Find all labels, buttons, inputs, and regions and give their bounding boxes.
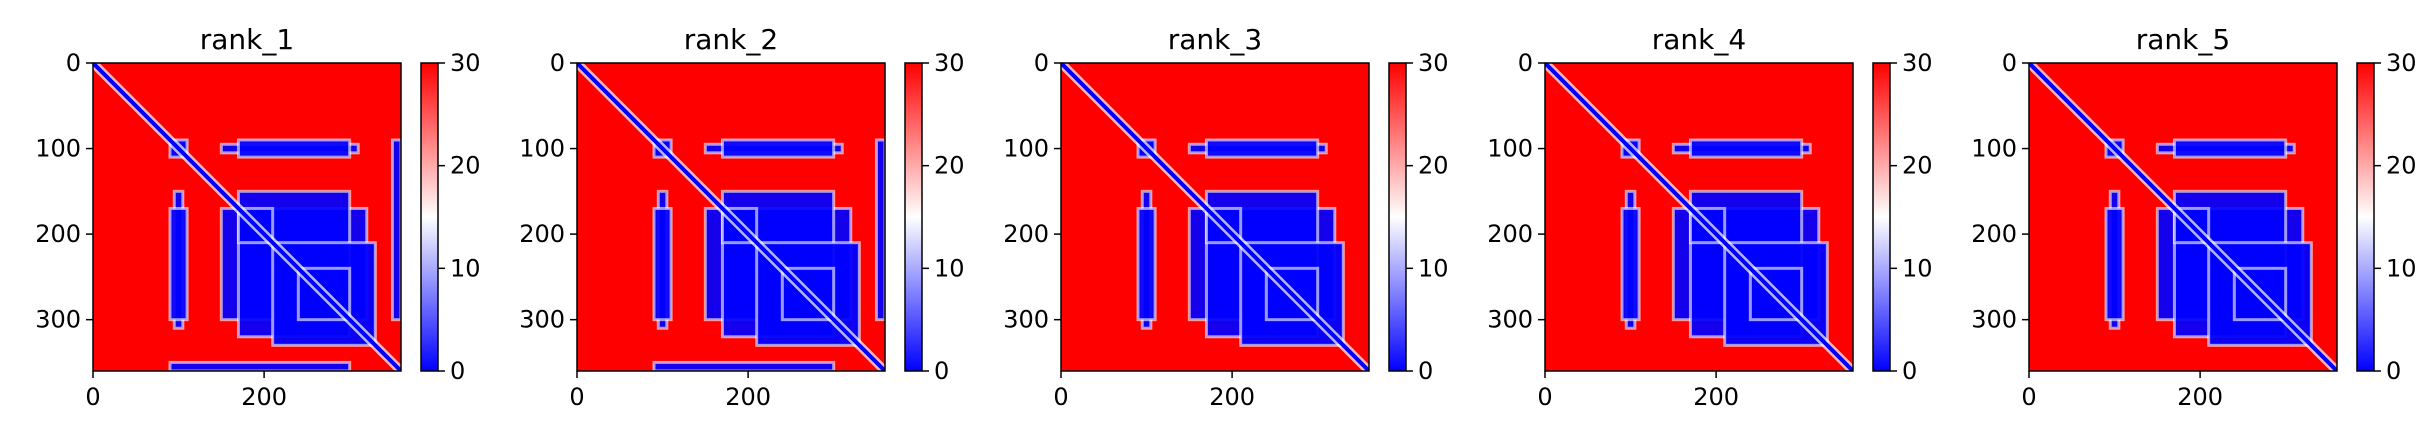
colorbar-tick-label: 20 (1418, 152, 1449, 180)
colorbar (1388, 62, 1407, 372)
heatmap-low-region (390, 138, 401, 322)
chart-title: rank_3 (1168, 23, 1262, 56)
heatmap-diagonal (1061, 63, 1369, 371)
x-tick-label: 0 (2021, 383, 2036, 411)
colorbar (2356, 62, 2375, 372)
heatmap-low-region (168, 206, 189, 322)
colorbar-tick-label: 20 (450, 152, 481, 180)
colorbar-tick-label: 30 (1902, 49, 1933, 77)
y-tick-label: 200 (1971, 220, 2017, 248)
x-tick-label: 200 (1209, 383, 1255, 411)
y-tick-label: 0 (66, 49, 81, 77)
chart-title: rank_4 (1652, 23, 1746, 56)
colorbar-tick-label: 10 (2386, 254, 2417, 282)
colorbar-tick-label: 30 (2386, 49, 2417, 77)
heatmap-low-region (1136, 206, 1157, 322)
y-tick-label: 200 (1487, 220, 1533, 248)
y-tick-label: 300 (519, 306, 565, 334)
x-tick-label: 0 (1053, 383, 1068, 411)
y-tick-label: 0 (2002, 49, 2017, 77)
colorbar-tick-label: 0 (450, 357, 465, 385)
y-tick-label: 300 (1487, 306, 1533, 334)
chart-title: rank_5 (2136, 23, 2230, 56)
heatmap-low-region (652, 206, 673, 322)
y-tick-label: 300 (1971, 306, 2017, 334)
heatmap-low-region (1204, 138, 1320, 159)
heatmap-low-region (652, 360, 836, 371)
x-tick-label: 200 (241, 383, 287, 411)
heatmap-diagonal (1545, 63, 1853, 371)
colorbar (904, 62, 923, 372)
heatmap-low-region (720, 138, 836, 159)
colorbar-tick-label: 30 (450, 49, 481, 77)
y-tick-label: 100 (519, 135, 565, 163)
colorbar-tick-label: 30 (1418, 49, 1449, 77)
y-tick-label: 0 (1034, 49, 1049, 77)
axes-frame (2028, 62, 2338, 372)
heatmap-panel (93, 63, 401, 371)
heatmap-low-region (1620, 206, 1641, 322)
heatmap-low-region (236, 138, 352, 159)
y-tick-label: 0 (1518, 49, 1533, 77)
x-tick-label: 200 (1693, 383, 1739, 411)
y-tick-label: 300 (35, 306, 81, 334)
heatmap-panel (2029, 63, 2337, 371)
y-tick-label: 300 (1003, 306, 1049, 334)
axes-frame (576, 62, 886, 372)
y-tick-label: 100 (35, 135, 81, 163)
colorbar (420, 62, 439, 372)
colorbar-tick-label: 20 (2386, 152, 2417, 180)
axes-frame (1544, 62, 1854, 372)
heatmap-low-region (1688, 138, 1804, 159)
x-tick-label: 200 (725, 383, 771, 411)
x-tick-label: 200 (2177, 383, 2223, 411)
x-tick-label: 0 (85, 383, 100, 411)
colorbar-tick-label: 10 (1902, 254, 1933, 282)
colorbar-tick-label: 20 (1902, 152, 1933, 180)
x-tick-label: 0 (1537, 383, 1552, 411)
colorbar-tick-label: 10 (934, 254, 965, 282)
colorbar-tick-label: 20 (934, 152, 965, 180)
chart-title: rank_1 (200, 23, 294, 56)
heatmap-low-region (2104, 206, 2125, 322)
y-tick-label: 200 (35, 220, 81, 248)
colorbar-tick-label: 0 (2386, 357, 2401, 385)
heatmap-panel (577, 63, 885, 371)
y-tick-label: 200 (1003, 220, 1049, 248)
y-tick-label: 100 (1971, 135, 2017, 163)
heatmap-low-region (2172, 138, 2288, 159)
y-tick-label: 0 (550, 49, 565, 77)
heatmap-diagonal (2029, 63, 2337, 371)
y-tick-label: 100 (1487, 135, 1533, 163)
axes-frame (1060, 62, 1370, 372)
colorbar-tick-label: 10 (1418, 254, 1449, 282)
colorbar-tick-label: 0 (934, 357, 949, 385)
heatmap-diagonal (577, 63, 885, 371)
colorbar (1872, 62, 1891, 372)
heatmap-panel (1061, 63, 1369, 371)
heatmap-low-region (874, 138, 885, 322)
heatmap-diagonal (93, 63, 401, 371)
colorbar-tick-label: 10 (450, 254, 481, 282)
axes-frame (92, 62, 402, 372)
y-tick-label: 200 (519, 220, 565, 248)
y-tick-label: 100 (1003, 135, 1049, 163)
x-tick-label: 0 (569, 383, 584, 411)
colorbar-tick-label: 0 (1418, 357, 1433, 385)
colorbar-tick-label: 0 (1902, 357, 1917, 385)
chart-title: rank_2 (684, 23, 778, 56)
heatmap-panel (1545, 63, 1853, 371)
heatmap-low-region (168, 360, 352, 371)
colorbar-tick-label: 30 (934, 49, 965, 77)
